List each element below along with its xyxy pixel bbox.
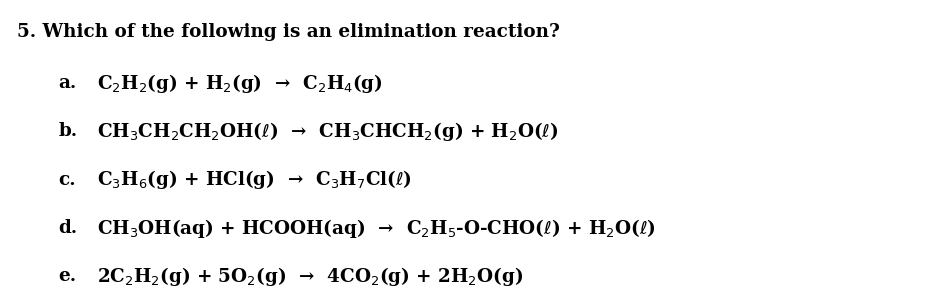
Text: e.: e. bbox=[58, 267, 76, 285]
Text: 5. Which of the following is an elimination reaction?: 5. Which of the following is an eliminat… bbox=[17, 23, 560, 41]
Text: 2C$_2$H$_2$(g) + 5O$_2$(g)  →  4CO$_2$(g) + 2H$_2$O(g): 2C$_2$H$_2$(g) + 5O$_2$(g) → 4CO$_2$(g) … bbox=[97, 265, 523, 288]
Text: b.: b. bbox=[58, 122, 77, 140]
Text: d.: d. bbox=[58, 219, 77, 237]
Text: C$_2$H$_2$(g) + H$_2$(g)  →  C$_2$H$_4$(g): C$_2$H$_2$(g) + H$_2$(g) → C$_2$H$_4$(g) bbox=[97, 72, 383, 95]
Text: a.: a. bbox=[58, 74, 76, 92]
Text: c.: c. bbox=[58, 171, 76, 189]
Text: CH$_3$CH$_2$CH$_2$OH($\ell$)  →  CH$_3$CHCH$_2$(g) + H$_2$O($\ell$): CH$_3$CH$_2$CH$_2$OH($\ell$) → CH$_3$CHC… bbox=[97, 120, 558, 143]
Text: C$_3$H$_6$(g) + HCl(g)  →  C$_3$H$_7$Cl($\ell$): C$_3$H$_6$(g) + HCl(g) → C$_3$H$_7$Cl($\… bbox=[97, 168, 412, 191]
Text: CH$_3$OH(aq) + HCOOH(aq)  →  C$_2$H$_5$-O-CHO($\ell$) + H$_2$O($\ell$): CH$_3$OH(aq) + HCOOH(aq) → C$_2$H$_5$-O-… bbox=[97, 217, 655, 239]
